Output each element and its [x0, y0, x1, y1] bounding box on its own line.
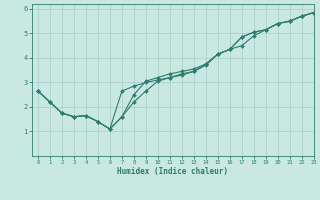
X-axis label: Humidex (Indice chaleur): Humidex (Indice chaleur)	[117, 167, 228, 176]
